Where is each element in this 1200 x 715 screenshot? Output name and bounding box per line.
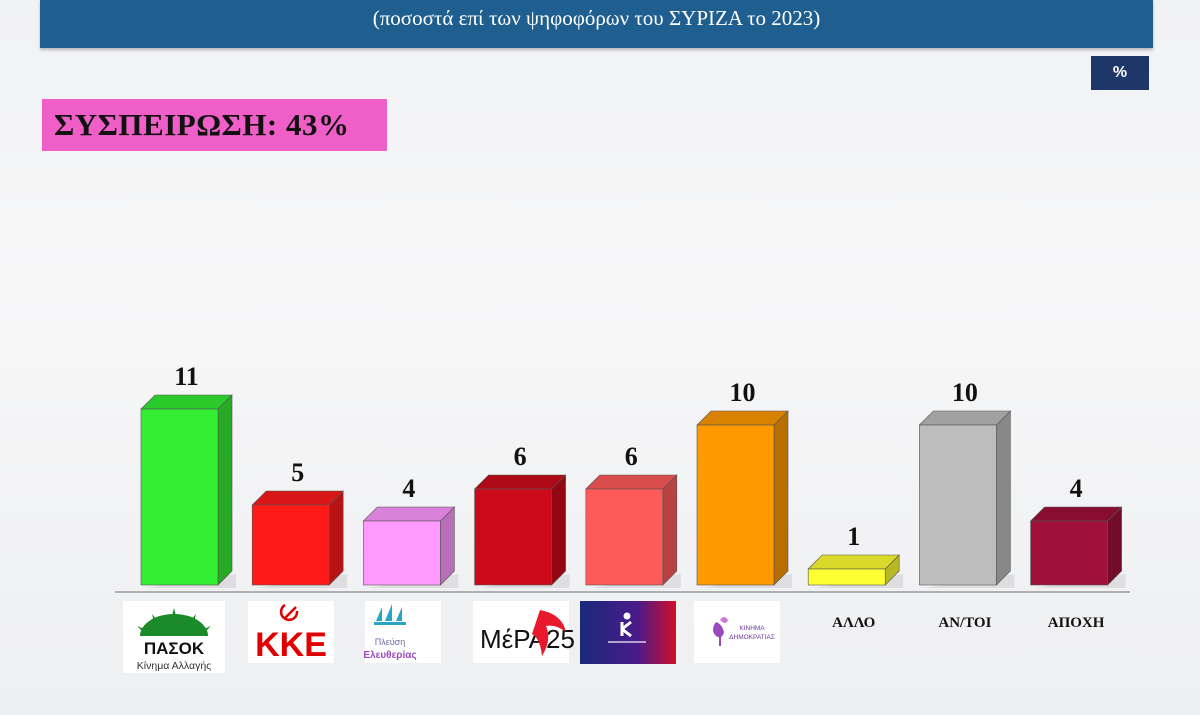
bar-top-7	[918, 410, 1012, 426]
plefsi-line2: Ελευθερίας	[363, 650, 416, 661]
flower-icon	[713, 617, 728, 646]
bar-5	[696, 410, 792, 588]
bar-7	[918, 410, 1015, 588]
bar-side-4	[662, 474, 678, 586]
bar-top-1	[251, 490, 344, 506]
bar-1	[251, 490, 348, 588]
bar-3	[473, 474, 570, 588]
bar-4	[585, 474, 681, 588]
kke-logo: ΚΚΕ	[248, 601, 334, 664]
mera25-logo: ΜέΡΑ25	[473, 601, 575, 663]
bar-front-7	[919, 424, 997, 586]
category-label-6: ΑΛΛΟ	[832, 615, 875, 631]
plefsi-logo: Πλεύση Ελευθερίας	[363, 601, 441, 663]
bar-side-1	[328, 490, 344, 586]
value-label-8: 4	[1070, 474, 1083, 503]
bar-6	[807, 554, 904, 588]
cohesion-label: ΣΥΣΠΕΙΡΩΣΗ: 43%	[42, 99, 387, 151]
bar-front-8	[1030, 520, 1108, 586]
bar-top-0	[140, 394, 233, 410]
value-label-1: 5	[291, 458, 304, 487]
bars-group: 11 5 4 6 6 10 1 10 4	[140, 362, 1126, 588]
value-label-4: 6	[625, 442, 638, 471]
bar-2	[362, 506, 459, 588]
value-label-5: 10	[730, 378, 756, 407]
pasok-logo: ΠΑΣΟΚ Κίνημα Αλλαγής	[123, 601, 225, 673]
bar-0	[140, 394, 236, 588]
party-logos: ΠΑΣΟΚ Κίνημα Αλλαγής ΚΚΕ Πλεύση Ελευθερί…	[123, 601, 780, 673]
pasok-name: ΠΑΣΟΚ	[144, 639, 205, 658]
bar-front-4	[585, 488, 664, 586]
kinima-line2: ΔΗΜΟΚΡΑΤΙΑΣ	[729, 634, 775, 641]
bar-side-5	[773, 410, 789, 586]
bar-front-2	[363, 520, 441, 586]
k-party-logo	[580, 601, 676, 664]
bar-front-6	[807, 568, 886, 586]
bar-front-0	[140, 408, 219, 586]
hammer-sickle-icon	[279, 603, 299, 622]
value-label-3: 6	[514, 442, 527, 471]
chart-subtitle: (ποσοστά επί των ψηφοφόρων του ΣΥΡΙΖΑ το…	[372, 6, 821, 30]
ship-sails-icon	[374, 604, 406, 625]
mera25-name: ΜέΡΑ25	[480, 624, 575, 654]
value-label-0: 11	[174, 362, 199, 391]
kke-name: ΚΚΕ	[255, 626, 327, 664]
bar-8	[1029, 506, 1126, 588]
bar-side-7	[996, 410, 1011, 586]
header-band: (ποσοστά επί των ψηφοφόρων του ΣΥΡΙΖΑ το…	[40, 0, 1153, 48]
plefsi-line1: Πλεύση	[375, 637, 406, 647]
category-label-7: ΑΝ/ΤΟΙ	[938, 615, 991, 631]
bar-top-5	[696, 410, 789, 426]
bar-front-5	[696, 424, 775, 586]
value-label-7: 10	[952, 378, 978, 407]
value-label-2: 4	[402, 474, 415, 503]
category-labels: ΑΛΛΟ ΑΝ/ΤΟΙ ΑΠΟΧΗ	[832, 615, 1105, 631]
bar-side-0	[217, 394, 233, 586]
pasok-tagline: Κίνημα Αλλαγής	[137, 660, 211, 672]
kinima-line1: ΚΙΝΗΜΑ	[739, 625, 765, 632]
bar-front-3	[474, 488, 552, 586]
bar-top-4	[585, 474, 678, 490]
category-label-8: ΑΠΟΧΗ	[1048, 615, 1105, 631]
bar-top-8	[1029, 506, 1123, 522]
pasok-sun-icon	[137, 608, 211, 636]
k-logo-icon	[608, 612, 646, 643]
bar-top-3	[473, 474, 567, 490]
bar-top-2	[362, 506, 456, 522]
bar-side-3	[551, 474, 566, 586]
value-label-6: 1	[847, 522, 860, 551]
kinima-logo: ΚΙΝΗΜΑ ΔΗΜΟΚΡΑΤΙΑΣ	[694, 601, 780, 663]
bar-front-1	[251, 504, 330, 586]
swallow-icon	[532, 610, 566, 656]
unit-badge: %	[1091, 56, 1149, 90]
bar-top-6	[807, 554, 900, 570]
